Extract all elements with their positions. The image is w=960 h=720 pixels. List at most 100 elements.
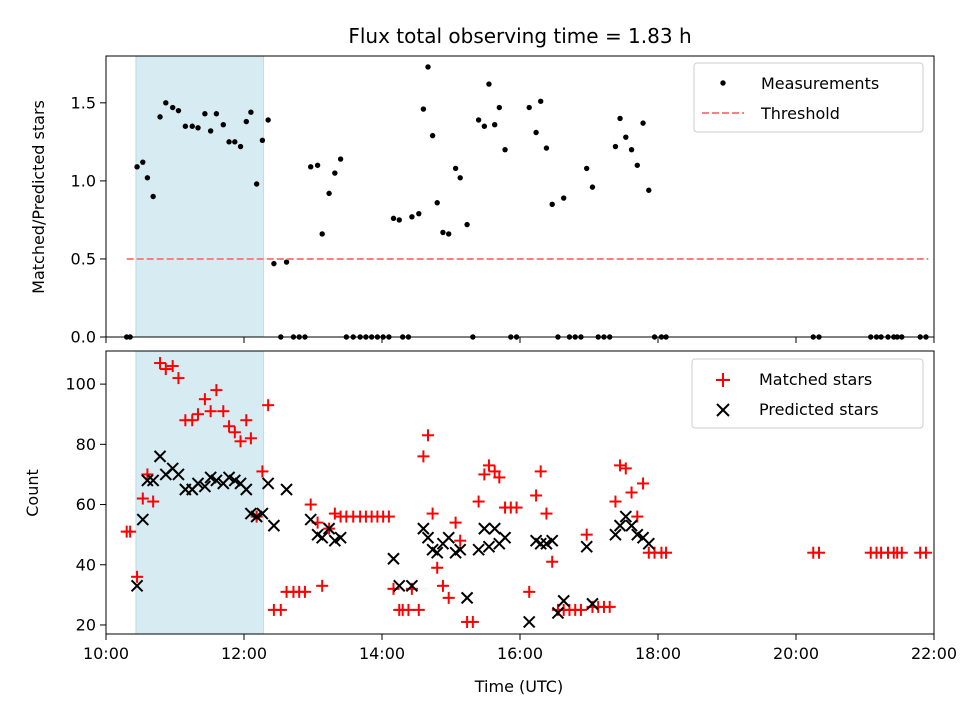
predicted-star-point (136, 513, 150, 526)
predicted-star-point (442, 531, 455, 544)
highlight-span-top (135, 55, 265, 338)
predicted-star-point (250, 510, 263, 523)
predicted-star-point (204, 471, 217, 484)
predicted-star-point (453, 543, 467, 556)
x-axis-label: Time (UTC) (474, 677, 563, 696)
matched-star-point (198, 393, 211, 406)
matched-star-point (660, 546, 673, 559)
matched-star-point (217, 405, 230, 418)
measurement-point (189, 123, 195, 129)
predicted-star-point (430, 546, 444, 559)
matched-star-point (442, 591, 455, 604)
predicted-star-point (146, 474, 160, 487)
matched-star-point (223, 420, 236, 433)
matched-star-point (192, 408, 204, 421)
predicted-star-point (334, 531, 347, 544)
predicted-star-point (315, 531, 329, 544)
predicted-star-point (322, 522, 336, 535)
matched-star-point (136, 492, 149, 505)
matched-star-point (256, 465, 269, 478)
matched-star-point (895, 546, 908, 559)
measurement-point (549, 201, 555, 208)
predicted-star-point (244, 507, 258, 520)
measurement-point (475, 117, 482, 123)
predicted-star-point (580, 540, 593, 553)
measurement-point (538, 98, 544, 104)
top-y-axis-label: Matched/Predicted stars (29, 100, 48, 294)
measurement-point (337, 156, 344, 162)
measurement-point (314, 162, 321, 168)
measurement-point (409, 214, 415, 220)
measurement-point (396, 217, 402, 223)
matched-star-point (472, 495, 485, 508)
predicted-star-point (198, 480, 212, 493)
bottom-legend-box (691, 358, 924, 429)
matched-star-point (422, 429, 434, 442)
measurement-point (628, 146, 635, 153)
measurement-point (390, 215, 397, 222)
predicted-star-point (280, 483, 293, 496)
matched-star-point (488, 465, 501, 478)
measurement-point (232, 139, 238, 145)
top-legend-box (693, 62, 924, 133)
x-tick-label: 22:00 (911, 644, 957, 663)
measurement-point (175, 107, 182, 114)
top-axes-frame (105, 55, 935, 338)
measurement-point (420, 106, 427, 112)
y-tick-label: 0.0 (71, 328, 96, 347)
y-tick-label: 40 (76, 555, 96, 574)
matched-star-point (304, 498, 317, 511)
matched-star-point (402, 603, 415, 616)
matched-star-point (510, 501, 523, 514)
y-tick-label: 60 (76, 495, 96, 514)
measurement-point (526, 104, 532, 111)
predicted-star-point (130, 579, 144, 593)
matched-star-point (436, 579, 449, 592)
measurement-point (213, 111, 220, 117)
measurement-point (646, 187, 652, 193)
matched-star-point (813, 546, 825, 559)
measurement-point (140, 159, 146, 165)
measurement-point (612, 143, 619, 150)
measurement-point (416, 210, 422, 217)
predicted-star-point (304, 513, 317, 526)
predicted-star-point (222, 471, 236, 484)
measurement-point (163, 100, 169, 106)
matched-star-point (523, 585, 536, 598)
measurement-point (207, 128, 214, 134)
predicted-star-point (460, 591, 474, 605)
predicted-star-point (387, 552, 400, 565)
measurement-point (429, 132, 436, 139)
measurement-point (226, 139, 232, 145)
predicted-star-point (328, 534, 342, 547)
matched-star-point (919, 546, 932, 559)
matched-star-point (240, 414, 253, 427)
y-tick-label: 20 (76, 615, 96, 634)
measurement-point (440, 229, 446, 236)
predicted-star-point (228, 474, 242, 487)
y-tick-label: 100 (65, 375, 96, 394)
matched-star-point (262, 399, 275, 412)
measurement-point (464, 221, 470, 228)
measurement-point (326, 190, 332, 197)
matched-star-point (540, 507, 553, 520)
x-tick-label: 12:00 (221, 644, 267, 663)
legend-measurements-label: Measurements (761, 74, 879, 93)
predicted-star-point (256, 507, 269, 520)
matched-star-point (234, 435, 247, 448)
predicted-star-point (609, 528, 622, 541)
predicted-star-point (267, 519, 281, 532)
matched-star-point (298, 585, 311, 598)
predicted-star-point (240, 483, 253, 496)
measurement-point (134, 164, 140, 170)
matched-star-point (482, 459, 495, 472)
predicted-star-point (393, 579, 406, 593)
predicted-star-point (557, 594, 570, 608)
x-tick-label: 20:00 (773, 644, 819, 663)
bottom-axes-frame (105, 350, 935, 635)
measurement-point (623, 134, 629, 140)
matched-star-point (431, 561, 444, 574)
matched-star-point (426, 507, 439, 520)
predicted-star-point (405, 579, 419, 593)
